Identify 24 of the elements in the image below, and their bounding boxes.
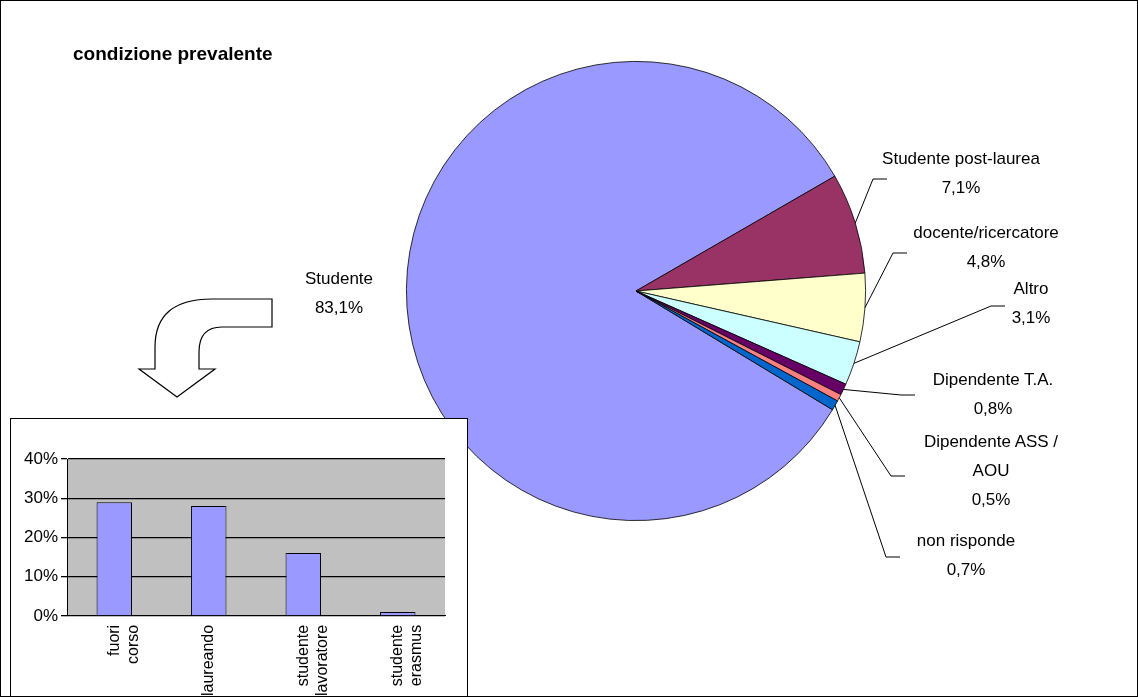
slice-label: Dipendente T.A. <box>932 369 1054 389</box>
slice-label: Studente post-laurea <box>882 148 1041 168</box>
slice-label: non risponde <box>916 530 1016 550</box>
y-tick-label: 30% <box>23 487 59 507</box>
data-label: 4,8% <box>966 251 1006 271</box>
slice-label: docente/ricercatore <box>913 222 1059 242</box>
slice-label: Altro <box>1013 278 1049 298</box>
data-label: 0,8% <box>973 398 1013 418</box>
data-label: 0,7% <box>946 559 986 579</box>
data-label: 83,1% <box>314 297 364 317</box>
data-label: 7,1% <box>941 177 981 197</box>
slice-label: Dipendente ASS / AOU <box>923 431 1059 480</box>
x-tick-label: studente lavoratore <box>293 624 330 696</box>
y-tick-label: 40% <box>23 448 59 468</box>
y-tick-label: 10% <box>23 566 59 586</box>
data-label: 0,5% <box>971 489 1011 509</box>
y-tick-label: 20% <box>23 527 59 547</box>
x-tick-label: fuori corso <box>104 624 141 664</box>
slice-label: Studente <box>304 268 374 288</box>
x-tick-label: laureando <box>199 624 217 696</box>
data-label: 3,1% <box>1011 307 1051 327</box>
chart-title: condizione prevalente <box>73 43 273 65</box>
y-tick-label: 0% <box>33 605 59 625</box>
x-tick-label: studente erasmus <box>388 624 425 687</box>
